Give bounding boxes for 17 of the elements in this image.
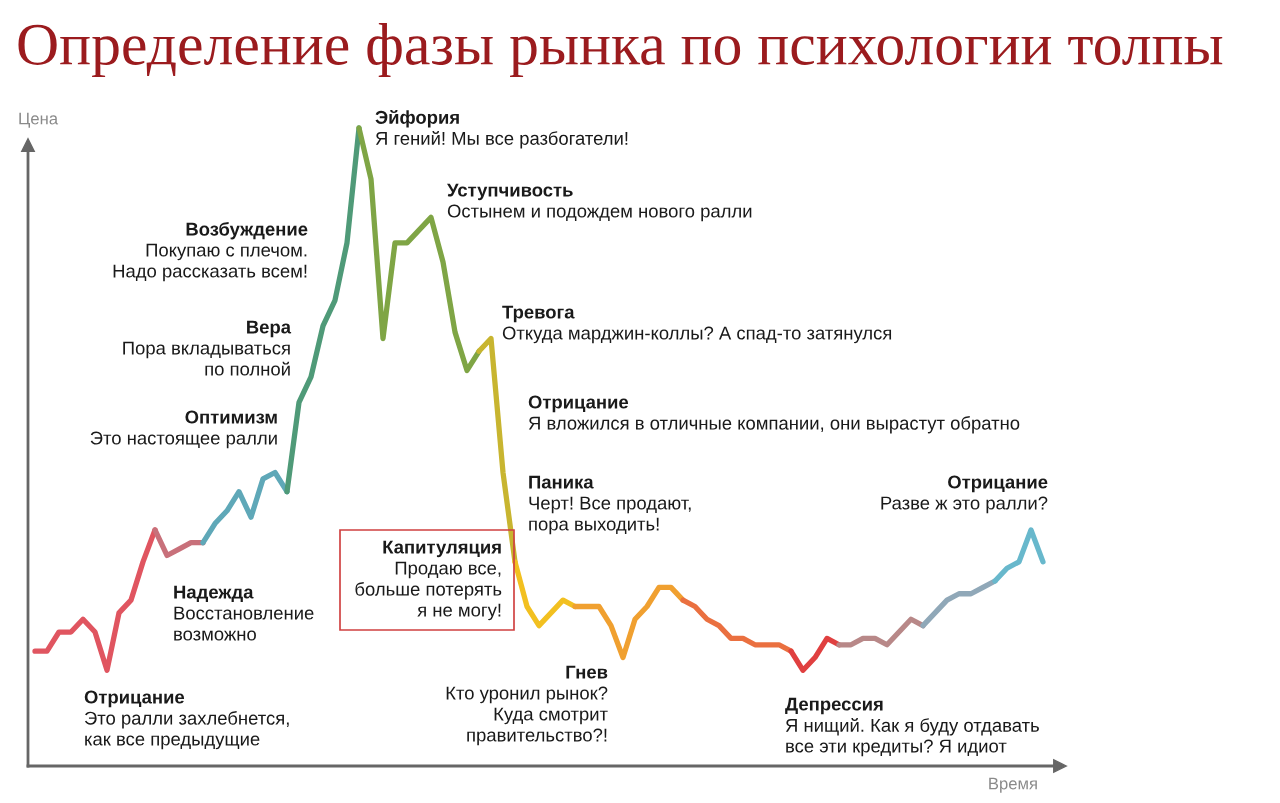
chart-title: Определение фазы рынка по психологии толпы: [18, 22, 1223, 78]
annotation: Надежда Восстановление возможно: [174, 585, 314, 641]
annotation: Капитуляция Продаю все, больше потерять я не могу!: [355, 540, 502, 621]
annotation: Отрицание Я вложился в отличные компании, они вырастут обратно: [528, 395, 1020, 434]
annotation: Эйфория Я гений! Мы все разбогатели!: [375, 110, 628, 149]
annotation: Паника Черт! Все продают, пора выходить!: [529, 475, 691, 535]
x-axis-title: Время: [989, 777, 1037, 793]
annotation: Гнев Кто уронил рынок? Куда смотрит правительство?!: [446, 665, 608, 746]
annotation: Возбуждение Покупаю с плечом. Надо рассказать всем!: [113, 222, 308, 282]
annotation: Оптимизм Это настоящее ралли: [90, 410, 277, 449]
annotation: Отрицание Разве ж это ралли?: [881, 475, 1048, 514]
annotation: Вера Пора вкладываться по полной: [123, 320, 292, 376]
annotation: Отрицание Это ралли захлебнется, как все предыдущие: [84, 690, 289, 750]
annotation: Уступчивость Остынем и подождем нового ралли: [447, 183, 752, 222]
annotation: Депрессия Я нищий. Как я буду отдавать все эти кредиты? Я идиот: [785, 697, 1039, 757]
annotation: Тревога Откуда марджин-коллы? А спад-то затянулся: [502, 305, 892, 344]
y-axis-title: Цена: [19, 112, 59, 128]
